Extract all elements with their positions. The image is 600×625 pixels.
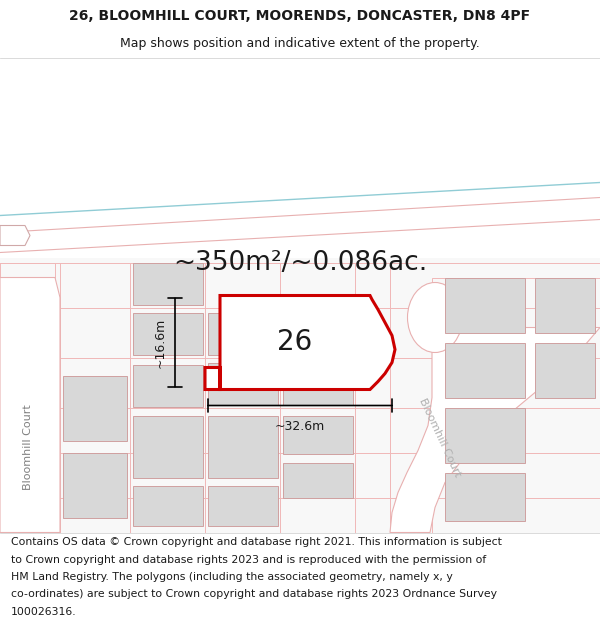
Bar [208, 486, 278, 526]
Bar [133, 486, 203, 526]
Text: Bloomhill Court: Bloomhill Court [23, 404, 33, 491]
Bar [133, 312, 203, 354]
Text: ~16.6m: ~16.6m [154, 318, 167, 368]
Bar [535, 342, 595, 398]
Bar [445, 278, 525, 332]
Text: ~32.6m: ~32.6m [275, 419, 325, 432]
Bar [133, 262, 203, 304]
Bar [133, 364, 203, 406]
Bar [208, 416, 278, 478]
Text: Bloomhill Court: Bloomhill Court [418, 396, 463, 479]
Bar [283, 362, 353, 404]
Text: co-ordinates) are subject to Crown copyright and database rights 2023 Ordnance S: co-ordinates) are subject to Crown copyr… [11, 589, 497, 599]
Bar [63, 452, 127, 518]
Text: 26: 26 [277, 329, 313, 356]
Polygon shape [390, 328, 600, 532]
Bar [445, 472, 525, 521]
Bar [133, 416, 203, 478]
Bar [0, 58, 600, 258]
Bar [283, 312, 353, 354]
Polygon shape [205, 296, 395, 389]
Bar [445, 408, 525, 462]
Text: to Crown copyright and database rights 2023 and is reproduced with the permissio: to Crown copyright and database rights 2… [11, 554, 486, 564]
Text: 100026316.: 100026316. [11, 607, 76, 617]
Text: HM Land Registry. The polygons (including the associated geometry, namely x, y: HM Land Registry. The polygons (includin… [11, 572, 452, 582]
Bar [283, 462, 353, 498]
Text: Map shows position and indicative extent of the property.: Map shows position and indicative extent… [120, 37, 480, 49]
Bar [445, 342, 525, 398]
Ellipse shape [407, 282, 463, 352]
Text: ~350m²/~0.086ac.: ~350m²/~0.086ac. [173, 249, 427, 276]
Text: 26, BLOOMHILL COURT, MOORENDS, DONCASTER, DN8 4PF: 26, BLOOMHILL COURT, MOORENDS, DONCASTER… [70, 9, 530, 23]
Polygon shape [0, 226, 30, 246]
Polygon shape [0, 278, 60, 532]
Bar [283, 416, 353, 454]
Text: Contains OS data © Crown copyright and database right 2021. This information is : Contains OS data © Crown copyright and d… [11, 537, 502, 547]
Bar [535, 278, 595, 332]
Bar [208, 362, 278, 404]
Bar [63, 376, 127, 441]
Bar [208, 312, 278, 354]
